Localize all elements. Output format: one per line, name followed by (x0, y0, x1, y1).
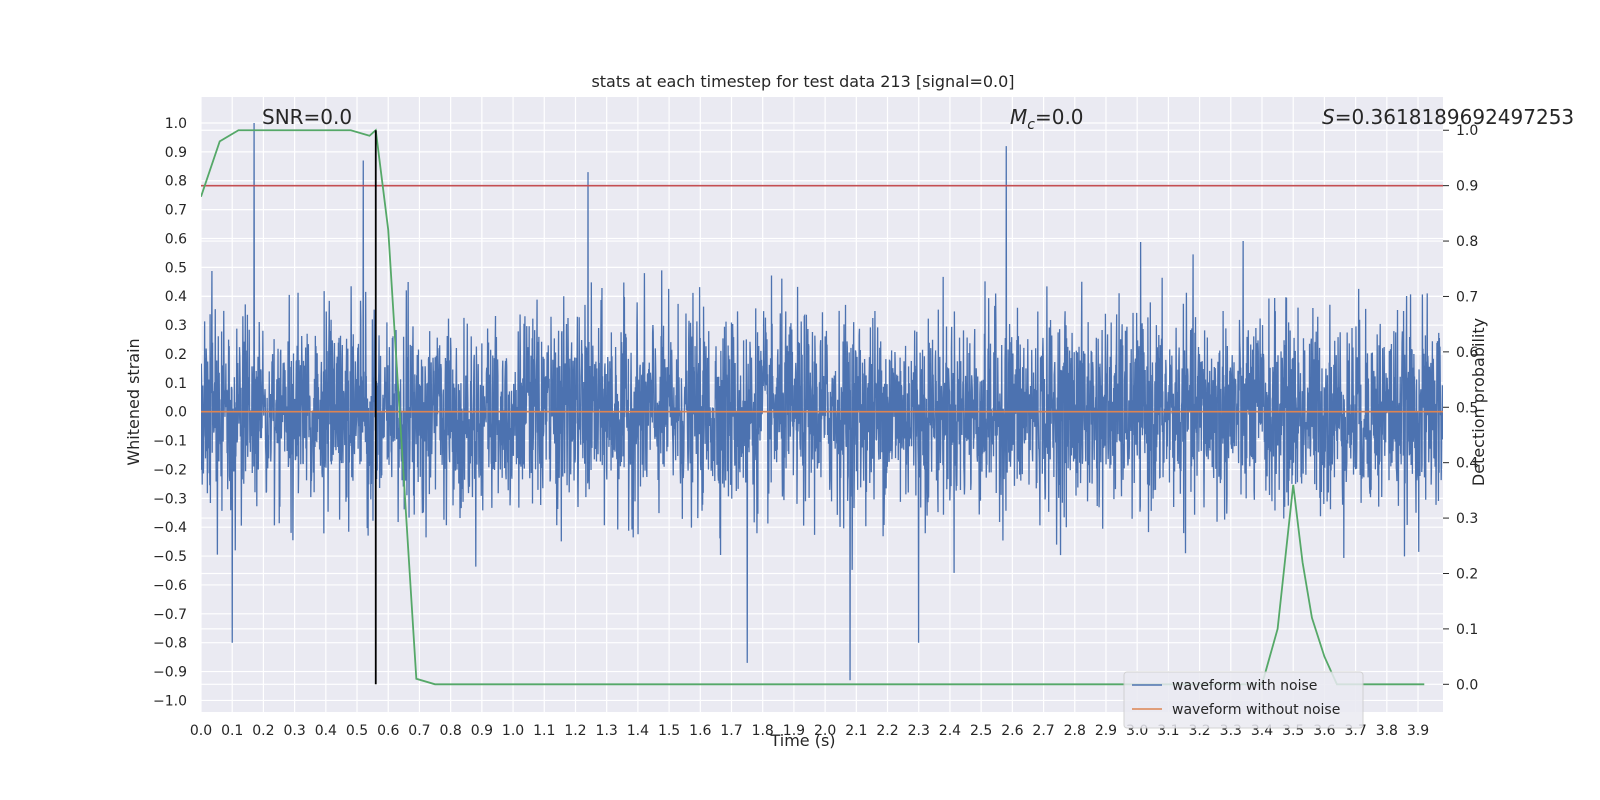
x-tick-label: 1.5 (658, 723, 680, 739)
y2-tick-label: 1.0 (1456, 123, 1478, 139)
x-tick-label: 1.2 (564, 723, 586, 739)
y-tick-label: −0.8 (153, 636, 187, 652)
x-tick-label: 0.3 (283, 723, 305, 739)
x-tick-label: 1.6 (689, 723, 711, 739)
series-detection-probability (201, 128, 1425, 686)
y-tick-label: 1.0 (165, 116, 187, 132)
y-axis-label: Whitened strain (124, 338, 143, 465)
y-tick-label: 0.4 (165, 289, 187, 305)
x-tick-label: 2.3 (908, 723, 930, 739)
y2-tick-label: 0.6 (1456, 345, 1478, 361)
legend-label-with-noise: waveform with noise (1172, 678, 1317, 694)
snr-annotation: SNR=0.0 (262, 105, 352, 129)
y-tick-label: −0.2 (153, 462, 187, 478)
chart-title: stats at each timestep for test data 213… (591, 72, 1014, 91)
y2-tick-label: 0.5 (1456, 400, 1478, 416)
y2-tick-label: 0.3 (1456, 511, 1478, 527)
series-layer (201, 122, 1443, 686)
x-tick-label: 0.4 (315, 723, 337, 739)
mc-symbol: M (1010, 105, 1027, 129)
y2-tick-label: 0.2 (1456, 566, 1478, 582)
y-tick-label: 0.3 (165, 318, 187, 334)
y-tick-label: 0.6 (165, 231, 187, 247)
x-tick-label: 0.8 (440, 723, 462, 739)
s-symbol: S (1322, 105, 1335, 129)
y-tick-label: −0.6 (153, 578, 187, 594)
y2-tick-label: 0.0 (1456, 677, 1478, 693)
x-tick-label: 1.8 (752, 723, 774, 739)
legend: waveform with noise waveform without noi… (1123, 671, 1364, 729)
x-tick-label: 2.9 (1095, 723, 1117, 739)
x-tick-label: 2.2 (876, 723, 898, 739)
s-value: =0.3618189692497253 (1335, 105, 1574, 129)
y-tick-label: 0.7 (165, 203, 187, 219)
x-tick-label: 0.5 (346, 723, 368, 739)
y2-axis-label: Detection probability (1469, 318, 1488, 486)
y2-tick-label: 0.1 (1456, 622, 1478, 638)
x-tick-label: 3.9 (1407, 723, 1429, 739)
y-tick-label: 0.0 (165, 405, 187, 421)
y-tick-label: 0.2 (165, 347, 187, 363)
y-tick-label: 0.1 (165, 376, 187, 392)
x-tick-label: 2.8 (1064, 723, 1086, 739)
x-tick-label: 0.0 (190, 723, 212, 739)
y2-tick-label: 0.4 (1456, 456, 1478, 472)
y-tick-label: −0.7 (153, 607, 187, 623)
y-tick-label: −0.1 (153, 434, 187, 450)
x-tick-label: 2.0 (814, 723, 836, 739)
y-tick-label: −0.9 (153, 665, 187, 681)
y2-tick-label: 0.9 (1456, 179, 1478, 195)
y-tick-label: −1.0 (153, 693, 187, 709)
s-annotation: S=0.3618189692497253 (1322, 105, 1574, 129)
y-tick-label: 0.8 (165, 174, 187, 190)
series-waveform-with-noise (201, 122, 1443, 681)
x-tick-label: 1.1 (533, 723, 555, 739)
x-axis-label: Time (s) (769, 731, 835, 750)
x-tick-label: 1.4 (627, 723, 649, 739)
x-tick-label: 0.9 (471, 723, 493, 739)
legend-label-without-noise: waveform without noise (1172, 702, 1340, 718)
y2-tick-label: 0.8 (1456, 234, 1478, 250)
x-tick-label: 0.1 (221, 723, 243, 739)
x-tick-label: 0.2 (252, 723, 274, 739)
x-tick-label: 1.0 (502, 723, 524, 739)
x-tick-label: 2.6 (1001, 723, 1023, 739)
mc-annotation: Mc=0.0 (1010, 105, 1084, 133)
x-tick-label: 2.7 (1032, 723, 1054, 739)
x-tick-label: 2.1 (845, 723, 867, 739)
mc-subscript: c (1027, 117, 1035, 133)
x-tick-label: 2.4 (939, 723, 961, 739)
x-tick-label: 1.9 (783, 723, 805, 739)
x-tick-label: 2.5 (970, 723, 992, 739)
y-tick-label: 0.5 (165, 260, 187, 276)
y-tick-label: −0.5 (153, 549, 187, 565)
y-tick-label: 0.9 (165, 145, 187, 161)
mc-value: =0.0 (1035, 105, 1084, 129)
x-tick-label: 1.7 (720, 723, 742, 739)
y2-tick-label: 0.7 (1456, 289, 1478, 305)
x-tick-label: 0.6 (377, 723, 399, 739)
y-tick-label: −0.4 (153, 520, 187, 536)
y-tick-label: −0.3 (153, 491, 187, 507)
x-tick-label: 0.7 (408, 723, 430, 739)
legend-box (1123, 671, 1364, 729)
x-tick-label: 3.8 (1376, 723, 1398, 739)
x-tick-label: 1.3 (596, 723, 618, 739)
